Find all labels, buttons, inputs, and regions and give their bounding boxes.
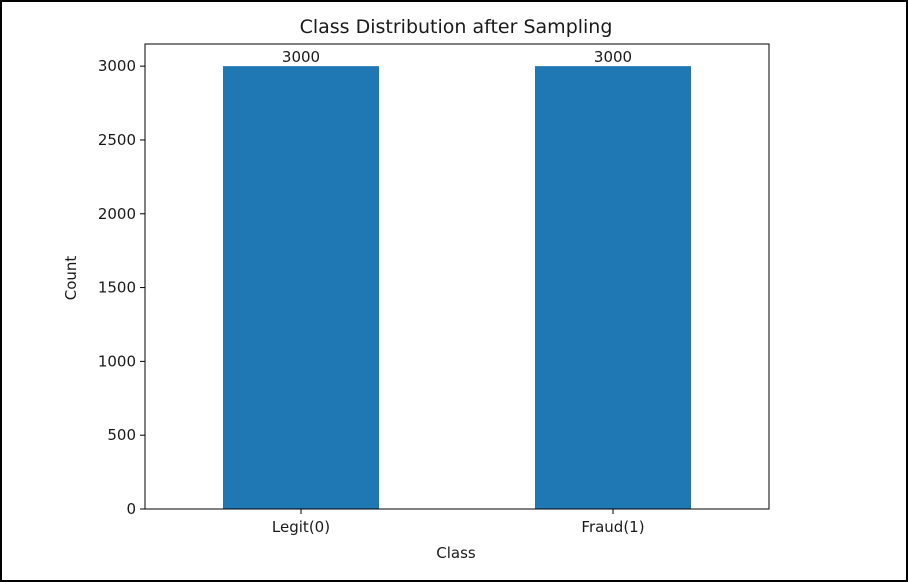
- y-axis-label: Count: [62, 256, 80, 301]
- ticks-layer: Legit(0) Fraud(1) 0 500 1000 1500 2000 2500 3000: [98, 57, 645, 536]
- bar-value-label-1: 3000: [594, 48, 632, 66]
- y-tick-label-0: 0: [126, 500, 136, 518]
- chart-title: Class Distribution after Sampling: [300, 16, 613, 38]
- bars-layer: 3000 3000: [223, 48, 691, 510]
- y-tick-label-2: 1000: [98, 352, 136, 370]
- y-tick-label-6: 3000: [98, 57, 136, 75]
- bar-value-label-0: 3000: [282, 48, 320, 66]
- bar-0: [223, 66, 379, 510]
- y-tick-label-1: 500: [107, 426, 136, 444]
- y-tick-label-4: 2000: [98, 205, 136, 223]
- x-tick-label-0: Legit(0): [272, 518, 330, 536]
- bar-1: [535, 66, 691, 510]
- x-axis-label: Class: [436, 544, 476, 562]
- x-tick-label-1: Fraud(1): [581, 518, 644, 536]
- y-tick-label-3: 1500: [98, 279, 136, 297]
- plot-area-border: [144, 43, 770, 510]
- y-tick-label-5: 2500: [98, 131, 136, 149]
